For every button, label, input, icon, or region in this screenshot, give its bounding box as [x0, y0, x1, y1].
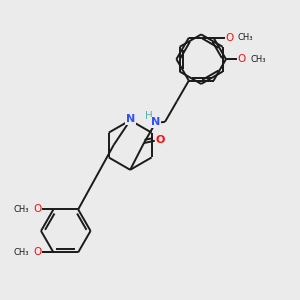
Text: CH₃: CH₃: [250, 55, 266, 64]
Text: N: N: [126, 114, 135, 124]
Text: O: O: [34, 205, 42, 214]
Text: N: N: [151, 118, 160, 128]
Text: CH₃: CH₃: [238, 33, 253, 42]
Text: O: O: [156, 135, 165, 145]
Text: O: O: [225, 33, 233, 43]
Text: O: O: [238, 54, 246, 64]
Text: O: O: [34, 248, 42, 257]
Text: H: H: [145, 111, 152, 121]
Text: CH₃: CH₃: [14, 205, 29, 214]
Text: CH₃: CH₃: [14, 248, 29, 257]
